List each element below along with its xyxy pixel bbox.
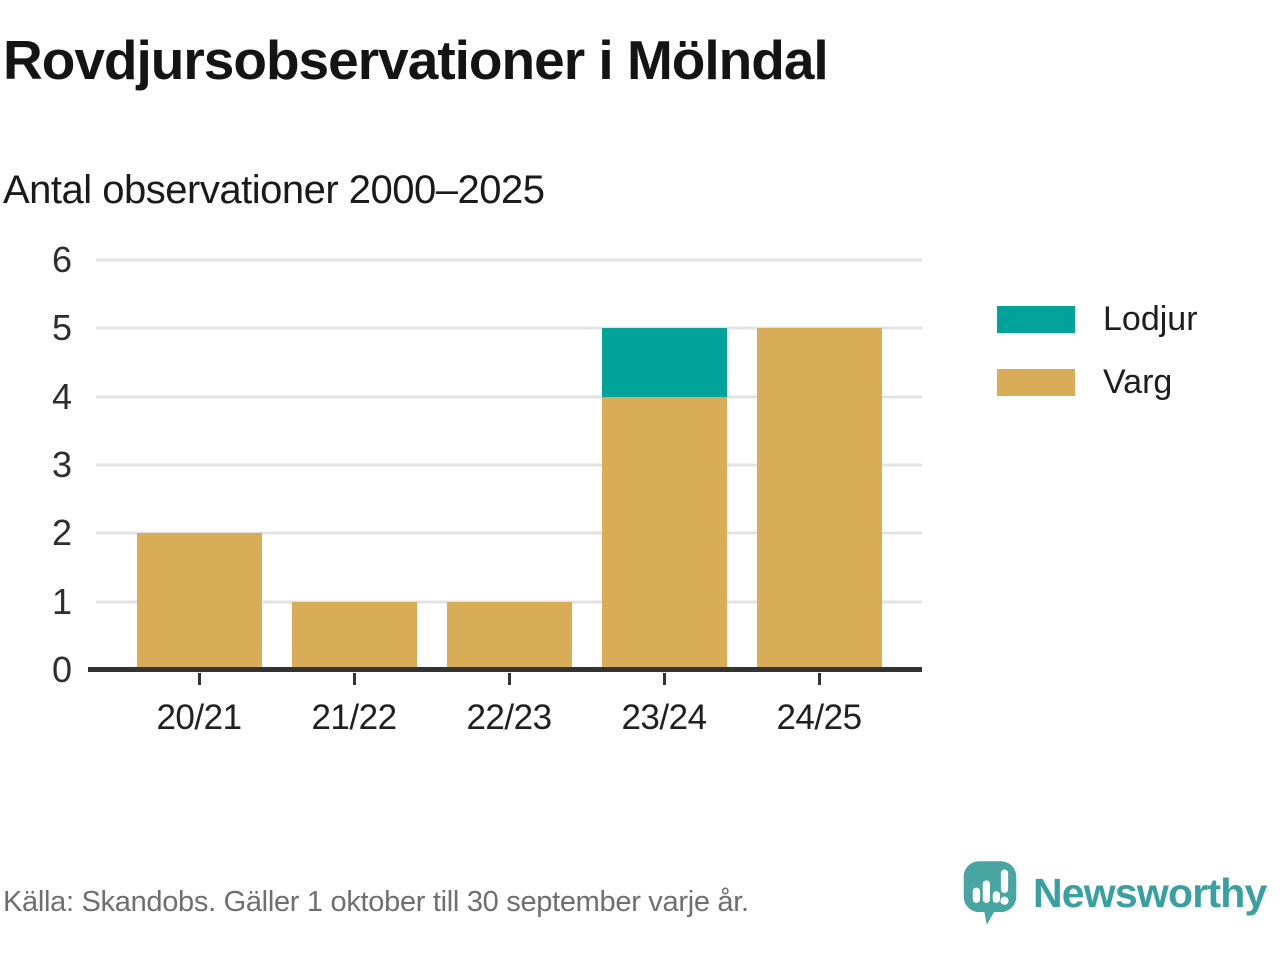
- legend: Lodjur Varg: [997, 302, 1198, 399]
- legend-label-lodjur: Lodjur: [1103, 300, 1198, 338]
- newsworthy-wordmark: Newsworthy: [1033, 869, 1267, 916]
- y-axis-label-1: 1: [51, 580, 72, 622]
- x-tick-20-21: [197, 673, 201, 685]
- y-axis-labels: 0 1 2 3 4 5 6: [22, 242, 72, 688]
- legend-swatch-varg: [997, 368, 1075, 396]
- legend-label-varg: Varg: [1103, 363, 1173, 401]
- gridline-y1: [96, 600, 922, 604]
- legend-item-lodjur: Lodjur: [997, 302, 1198, 336]
- gridline-y3: [96, 463, 922, 467]
- y-axis-label-2: 2: [51, 512, 72, 554]
- x-tick-21-22: [352, 673, 356, 685]
- x-tick-23-24: [662, 673, 666, 685]
- bar-20-21-varg: [136, 533, 262, 670]
- gridline-y4: [96, 395, 922, 399]
- gridline-y5: [96, 326, 922, 330]
- chart-subtitle: Antal observationer 2000–2025: [3, 168, 545, 212]
- bar-23-24-varg: [601, 396, 727, 670]
- y-axis-label-5: 5: [51, 307, 72, 349]
- y-axis-label-4: 4: [51, 375, 72, 417]
- bar-23-24-lodjur: [601, 328, 727, 397]
- x-tick-24-25: [817, 673, 821, 685]
- y-axis-label-0: 0: [51, 649, 72, 690]
- bar-22-23-varg: [446, 601, 572, 670]
- x-axis-label-21-22: 21/22: [311, 698, 397, 737]
- x-axis-label-23-24: 23/24: [621, 698, 707, 737]
- legend-item-varg: Varg: [997, 365, 1198, 399]
- bar-21-22-varg: [291, 601, 417, 670]
- newsworthy-logo: Newsworthy: [961, 857, 1267, 929]
- x-axis-label-24-25: 24/25: [776, 698, 862, 737]
- y-axis-label-6: 6: [51, 239, 72, 280]
- x-axis-label-20-21: 20/21: [156, 698, 242, 737]
- y-axis-label-3: 3: [51, 444, 72, 485]
- x-tick-22-23: [507, 673, 511, 685]
- plot-area: 20/21 21/22 22/23 23/24 24/25: [88, 258, 922, 735]
- x-axis-line: [88, 667, 922, 672]
- bar-24-25-varg: [756, 328, 882, 670]
- x-axis-label-22-23: 22/23: [466, 698, 552, 737]
- source-note: Källa: Skandobs. Gäller 1 oktober till 3…: [3, 886, 749, 918]
- newsworthy-bubble-icon: [963, 861, 1017, 925]
- gridline-y6: [96, 258, 922, 262]
- gridline-y2: [96, 531, 922, 535]
- legend-swatch-lodjur: [997, 305, 1075, 333]
- chart-title: Rovdjursobservationer i Mölndal: [3, 29, 829, 91]
